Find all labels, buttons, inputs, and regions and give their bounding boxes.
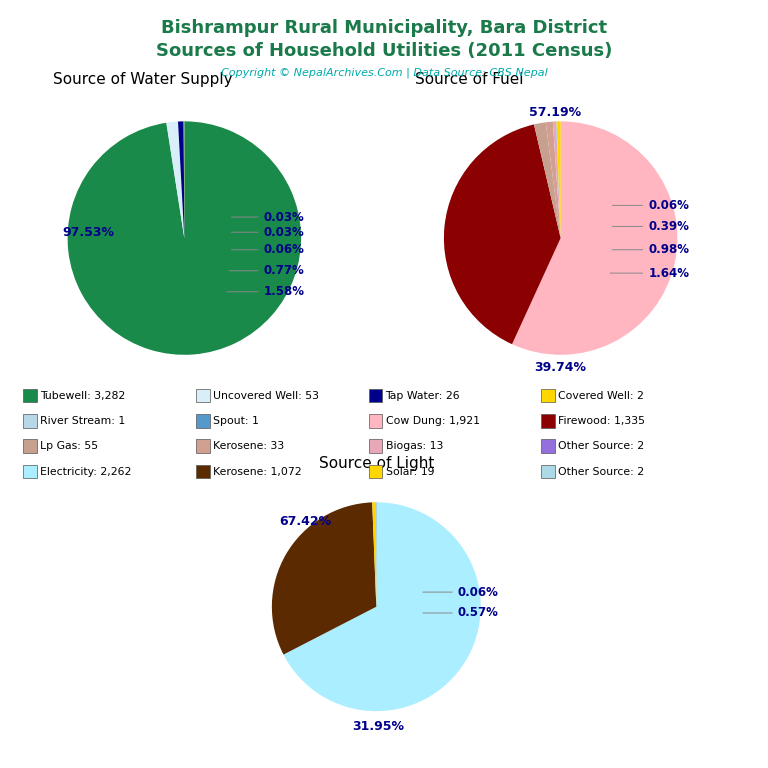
Text: 67.42%: 67.42% bbox=[280, 515, 331, 528]
Text: Kerosene: 1,072: Kerosene: 1,072 bbox=[213, 466, 301, 477]
Text: Tubewell: 3,282: Tubewell: 3,282 bbox=[40, 390, 125, 401]
Wedge shape bbox=[178, 121, 184, 238]
Wedge shape bbox=[372, 502, 376, 607]
Text: 0.06%: 0.06% bbox=[423, 585, 498, 598]
Wedge shape bbox=[283, 502, 481, 711]
Text: River Stream: 1: River Stream: 1 bbox=[40, 415, 125, 426]
Text: 39.74%: 39.74% bbox=[535, 361, 587, 374]
Text: 1.58%: 1.58% bbox=[227, 285, 305, 298]
Text: Cow Dung: 1,921: Cow Dung: 1,921 bbox=[386, 415, 479, 426]
Text: 0.06%: 0.06% bbox=[612, 199, 689, 212]
Wedge shape bbox=[557, 121, 561, 238]
Wedge shape bbox=[553, 121, 561, 238]
Text: Source of Water Supply: Source of Water Supply bbox=[53, 72, 233, 87]
Text: Biogas: 13: Biogas: 13 bbox=[386, 441, 443, 452]
Text: 0.03%: 0.03% bbox=[231, 210, 304, 223]
Wedge shape bbox=[546, 121, 561, 238]
Text: 1.64%: 1.64% bbox=[610, 266, 689, 280]
Wedge shape bbox=[512, 121, 677, 355]
Text: Covered Well: 2: Covered Well: 2 bbox=[558, 390, 644, 401]
Text: Firewood: 1,335: Firewood: 1,335 bbox=[558, 415, 645, 426]
Text: Lp Gas: 55: Lp Gas: 55 bbox=[40, 441, 98, 452]
Text: Source of Fuel: Source of Fuel bbox=[415, 72, 523, 87]
Wedge shape bbox=[556, 121, 561, 238]
Text: Uncovered Well: 53: Uncovered Well: 53 bbox=[213, 390, 319, 401]
Text: 0.77%: 0.77% bbox=[229, 264, 304, 277]
Text: 0.57%: 0.57% bbox=[423, 607, 498, 620]
Wedge shape bbox=[68, 121, 301, 355]
Text: Tap Water: 26: Tap Water: 26 bbox=[386, 390, 460, 401]
Text: 97.53%: 97.53% bbox=[63, 226, 114, 239]
Text: 0.06%: 0.06% bbox=[231, 243, 305, 257]
Text: 31.95%: 31.95% bbox=[353, 720, 405, 733]
Text: Electricity: 2,262: Electricity: 2,262 bbox=[40, 466, 131, 477]
Wedge shape bbox=[556, 121, 561, 238]
Text: Solar: 19: Solar: 19 bbox=[386, 466, 434, 477]
Text: Sources of Household Utilities (2011 Census): Sources of Household Utilities (2011 Cen… bbox=[156, 42, 612, 60]
Text: Other Source: 2: Other Source: 2 bbox=[558, 466, 644, 477]
Text: 0.39%: 0.39% bbox=[612, 220, 689, 233]
Wedge shape bbox=[167, 123, 184, 238]
Text: 0.98%: 0.98% bbox=[612, 243, 689, 257]
Text: 0.03%: 0.03% bbox=[231, 226, 304, 239]
Title: Source of Light: Source of Light bbox=[319, 456, 434, 471]
Text: Copyright © NepalArchives.Com | Data Source: CBS Nepal: Copyright © NepalArchives.Com | Data Sou… bbox=[220, 68, 548, 78]
Text: Spout: 1: Spout: 1 bbox=[213, 415, 259, 426]
Wedge shape bbox=[534, 122, 561, 238]
Wedge shape bbox=[272, 502, 376, 654]
Text: 57.19%: 57.19% bbox=[528, 106, 581, 119]
Wedge shape bbox=[167, 121, 184, 238]
Wedge shape bbox=[444, 124, 561, 344]
Text: Other Source: 2: Other Source: 2 bbox=[558, 441, 644, 452]
Text: Kerosene: 33: Kerosene: 33 bbox=[213, 441, 284, 452]
Text: Bishrampur Rural Municipality, Bara District: Bishrampur Rural Municipality, Bara Dist… bbox=[161, 19, 607, 37]
